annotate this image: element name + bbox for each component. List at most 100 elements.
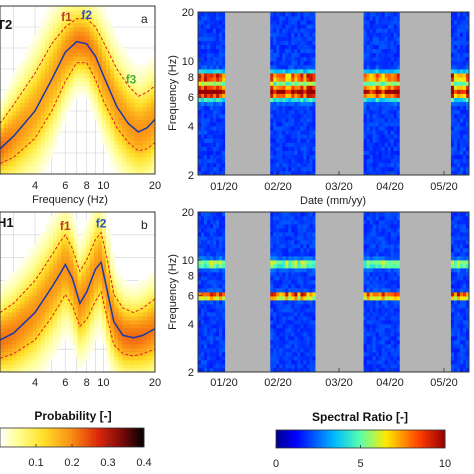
probability-cell: [93, 85, 99, 91]
spectral-cell: [309, 332, 313, 337]
panel-a-heatmap: [0, 6, 155, 174]
spectral-cell: [285, 52, 289, 58]
probability-cell: [110, 348, 115, 353]
probability-cell: [32, 332, 38, 337]
spectral-cell: [219, 316, 223, 321]
spectral-cell: [306, 292, 310, 297]
spectral-cell: [273, 150, 277, 156]
probability-cell: [97, 94, 103, 99]
probability-cell: [77, 18, 82, 24]
spectral-cell: [294, 126, 298, 131]
spectral-cell: [366, 28, 371, 33]
spectral-cell: [285, 40, 289, 45]
spectral-cell: [381, 117, 386, 123]
spectral-cell: [213, 166, 217, 172]
spectral-cell: [288, 324, 292, 329]
probability-cell: [32, 81, 38, 87]
no-data-column: [423, 12, 428, 175]
probability-cell: [44, 18, 50, 24]
spectral-cell: [282, 228, 286, 233]
spectral-cell: [198, 52, 202, 58]
spectral-cell: [312, 166, 316, 172]
probability-cell: [12, 308, 17, 313]
spectral-cell: [270, 252, 274, 257]
spectral-cell: [222, 320, 226, 325]
spectral-cell: [282, 101, 286, 107]
probability-cell: [61, 48, 66, 53]
probability-cell: [69, 300, 74, 305]
spectral-cell: [303, 324, 307, 329]
probability-cell: [142, 90, 148, 95]
spectral-cell: [372, 166, 377, 172]
no-data-column: [435, 12, 440, 175]
spectral-cell: [294, 109, 298, 115]
probability-cell: [61, 73, 66, 78]
probability-cell: [65, 284, 70, 289]
spectral-cell: [282, 56, 286, 62]
spectral-cell: [201, 352, 205, 357]
spectral-cell: [291, 93, 295, 98]
spectral-cell: [369, 16, 374, 21]
spectral-cell: [222, 93, 226, 98]
spectral-cell: [366, 81, 371, 86]
probability-cell: [89, 328, 95, 333]
probability-cell: [122, 292, 127, 297]
spectral-cell: [273, 240, 277, 245]
panel-a-corner-label: a: [141, 12, 148, 26]
spectral-cell: [303, 142, 307, 147]
probability-cell: [57, 344, 62, 349]
spectral-cell: [201, 48, 205, 54]
probability-cell: [28, 136, 34, 141]
probability-cell: [89, 264, 95, 269]
probability-cell: [81, 276, 87, 281]
probability-cell: [101, 140, 107, 145]
spectral-cell: [282, 336, 286, 341]
spectral-cell: [288, 316, 292, 321]
probability-cell: [130, 157, 136, 162]
spectral-cell: [309, 264, 313, 269]
spectral-cell: [210, 268, 214, 273]
spectral-cell: [387, 126, 392, 131]
probability-cell: [106, 232, 111, 237]
spectral-cell: [282, 316, 286, 321]
spectral-cell: [378, 101, 383, 107]
probability-cell: [93, 272, 99, 277]
spectral-cell: [222, 56, 226, 62]
probability-cell: [48, 52, 54, 57]
spectral-cell: [390, 20, 395, 25]
probability-cell: [8, 140, 13, 145]
spectral-cell: [465, 24, 470, 29]
probability-cell: [28, 276, 34, 281]
probability-cell: [114, 368, 119, 372]
spectral-cell: [219, 284, 223, 289]
spectral-cell: [273, 122, 277, 127]
probability-cell: [126, 360, 131, 365]
spectral-cell: [387, 12, 392, 17]
probability-cell: [8, 360, 13, 365]
probability-cell: [110, 132, 115, 137]
spectral-cell: [282, 117, 286, 123]
probability-cell: [110, 256, 115, 261]
probability-cell: [146, 169, 152, 174]
spectral-cell: [219, 52, 223, 58]
probability-cell: [142, 157, 148, 162]
probability-cell: [73, 352, 78, 357]
spectral-cell: [210, 292, 214, 297]
spectral-cell: [219, 224, 223, 229]
spectral-cell: [303, 166, 307, 172]
spectral-cell: [294, 300, 298, 305]
spectral-cell: [285, 109, 289, 115]
spectral-cell: [378, 154, 383, 160]
probability-cell: [89, 232, 95, 237]
panel-a-frame: [0, 5, 156, 175]
probability-cell: [61, 35, 66, 40]
probability-cell: [40, 332, 46, 337]
probability-cell: [32, 64, 38, 70]
spectral-cell: [282, 312, 286, 317]
probability-cell: [65, 276, 70, 281]
spectral-cell: [456, 126, 461, 131]
spectral-cell: [270, 228, 274, 233]
spectral-cell: [300, 60, 304, 66]
probability-cell: [24, 348, 29, 353]
probability-cell: [36, 39, 42, 45]
